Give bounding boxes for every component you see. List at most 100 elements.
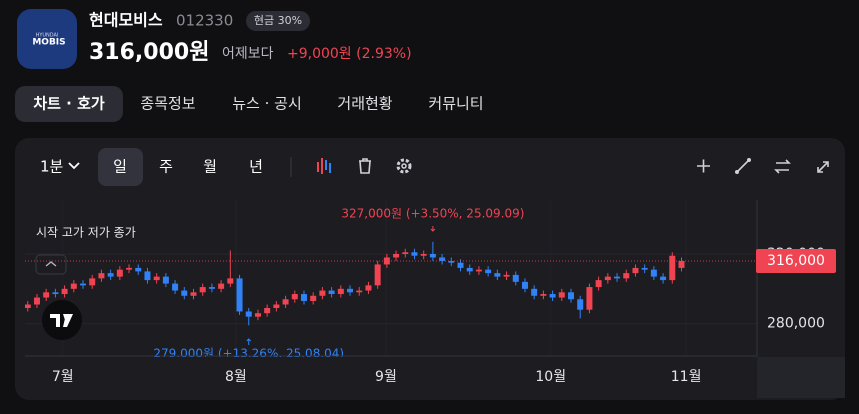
candle-body — [282, 299, 289, 305]
candle-body — [347, 288, 354, 293]
x-tick-label: 11월 — [671, 369, 702, 385]
candle-body — [291, 294, 298, 300]
stock-code: 012330 — [176, 12, 233, 30]
tv-logo — [42, 300, 82, 340]
stock-name: 현대모비스 — [89, 11, 163, 30]
candle-body — [337, 288, 344, 295]
candle-body — [623, 273, 630, 279]
candle-body — [98, 273, 105, 279]
interval-chevron[interactable] — [68, 162, 80, 170]
interval[interactable]: 1분 — [40, 158, 64, 176]
ohlc-legend: 시작 고가 저가 종가 — [36, 226, 136, 240]
chart-panel — [15, 138, 845, 400]
current-price-badge — [756, 248, 836, 273]
period[interactable]: 주 — [159, 158, 173, 176]
candle-body — [420, 253, 427, 256]
compare-label: 어제보다 — [222, 46, 274, 62]
x-tick-label: 10월 — [535, 369, 566, 385]
x-tick-label: 8월 — [225, 369, 247, 385]
candle-body — [356, 290, 363, 293]
tab[interactable]: 거래현황 — [337, 95, 392, 113]
candle-body — [660, 276, 667, 281]
active-tab-bg — [15, 86, 123, 122]
candle-body — [126, 267, 133, 270]
candle-body — [190, 292, 197, 296]
candle-body — [144, 271, 151, 281]
settings-icon[interactable] — [396, 158, 412, 174]
axis-corner — [757, 357, 845, 398]
candle-body — [227, 278, 234, 284]
candle-body — [107, 273, 114, 277]
candle-body — [162, 276, 169, 284]
high-arrow — [430, 226, 436, 232]
candle-body — [300, 294, 307, 302]
period[interactable]: 일 — [113, 158, 127, 176]
expand-icon[interactable] — [817, 161, 829, 173]
candle-body — [153, 276, 160, 281]
price: 316,000원 — [89, 40, 209, 65]
candle-body — [43, 292, 50, 298]
candle-body — [393, 253, 400, 258]
candle-body — [52, 292, 59, 295]
period[interactable]: 월 — [203, 158, 217, 176]
candle-body — [632, 267, 639, 274]
candle-body — [218, 283, 225, 289]
tab[interactable]: 커뮤니티 — [428, 95, 483, 113]
x-tick-label: 9월 — [375, 369, 397, 385]
collapse-chevron — [45, 261, 57, 267]
logo-main: MOBIS — [32, 38, 65, 48]
candle-body — [319, 290, 326, 296]
crosshair-icon[interactable] — [697, 159, 710, 173]
candle-body — [199, 287, 206, 293]
candle-body — [614, 276, 621, 279]
candle-body — [273, 304, 280, 308]
tab[interactable]: 차트 · 호가 — [33, 95, 105, 113]
candle-body — [531, 288, 538, 296]
delete-icon[interactable] — [359, 158, 371, 174]
candle-body — [641, 267, 648, 270]
candle-body — [577, 299, 584, 310]
candle-body — [669, 255, 676, 281]
candle-body — [80, 283, 87, 286]
line-icon-end — [747, 158, 751, 162]
candle-body — [558, 292, 565, 298]
current-price-label: 316,000 — [767, 253, 825, 269]
candle-body — [448, 260, 455, 263]
tv-logo-mark — [50, 314, 73, 327]
badge-text: 현금 30% — [254, 14, 302, 27]
candle-icon[interactable] — [317, 158, 331, 174]
candle-body — [61, 288, 68, 295]
candle-body — [512, 274, 519, 282]
period[interactable]: 년 — [249, 158, 263, 176]
candle-body — [466, 267, 473, 272]
tab[interactable]: 종목정보 — [140, 95, 195, 113]
swap-icon[interactable] — [774, 159, 791, 174]
candle-body — [521, 281, 528, 289]
candle-body — [89, 278, 96, 286]
candle-body — [503, 274, 510, 277]
active-period-bg — [98, 148, 143, 186]
high-annotation: 327,000원 (+3.50%, 25.09.09) — [341, 207, 524, 221]
settings-icon-center — [401, 163, 407, 169]
line-icon[interactable] — [736, 159, 750, 173]
low-arrow — [246, 338, 252, 345]
tab[interactable]: 뉴스 · 공시 — [232, 95, 302, 113]
badge — [246, 11, 310, 31]
candle-body — [485, 269, 492, 274]
logo — [17, 9, 77, 69]
candle-body — [586, 287, 593, 310]
change: +9,000원 (2.93%) — [287, 46, 412, 62]
candle-body — [595, 280, 602, 288]
candle-body — [411, 252, 418, 256]
logo-top: HYUNDAI — [36, 33, 59, 39]
line-icon-end — [735, 170, 739, 174]
candle-body — [540, 294, 547, 296]
candle-body — [604, 276, 611, 281]
candle-body — [429, 253, 436, 258]
candle-body — [328, 290, 335, 295]
low-annotation: 279,000원 (+13.26%, 25.08.04) — [153, 347, 344, 361]
candle-body — [457, 262, 464, 268]
collapse-button[interactable] — [35, 254, 67, 275]
candle-body — [135, 267, 142, 272]
